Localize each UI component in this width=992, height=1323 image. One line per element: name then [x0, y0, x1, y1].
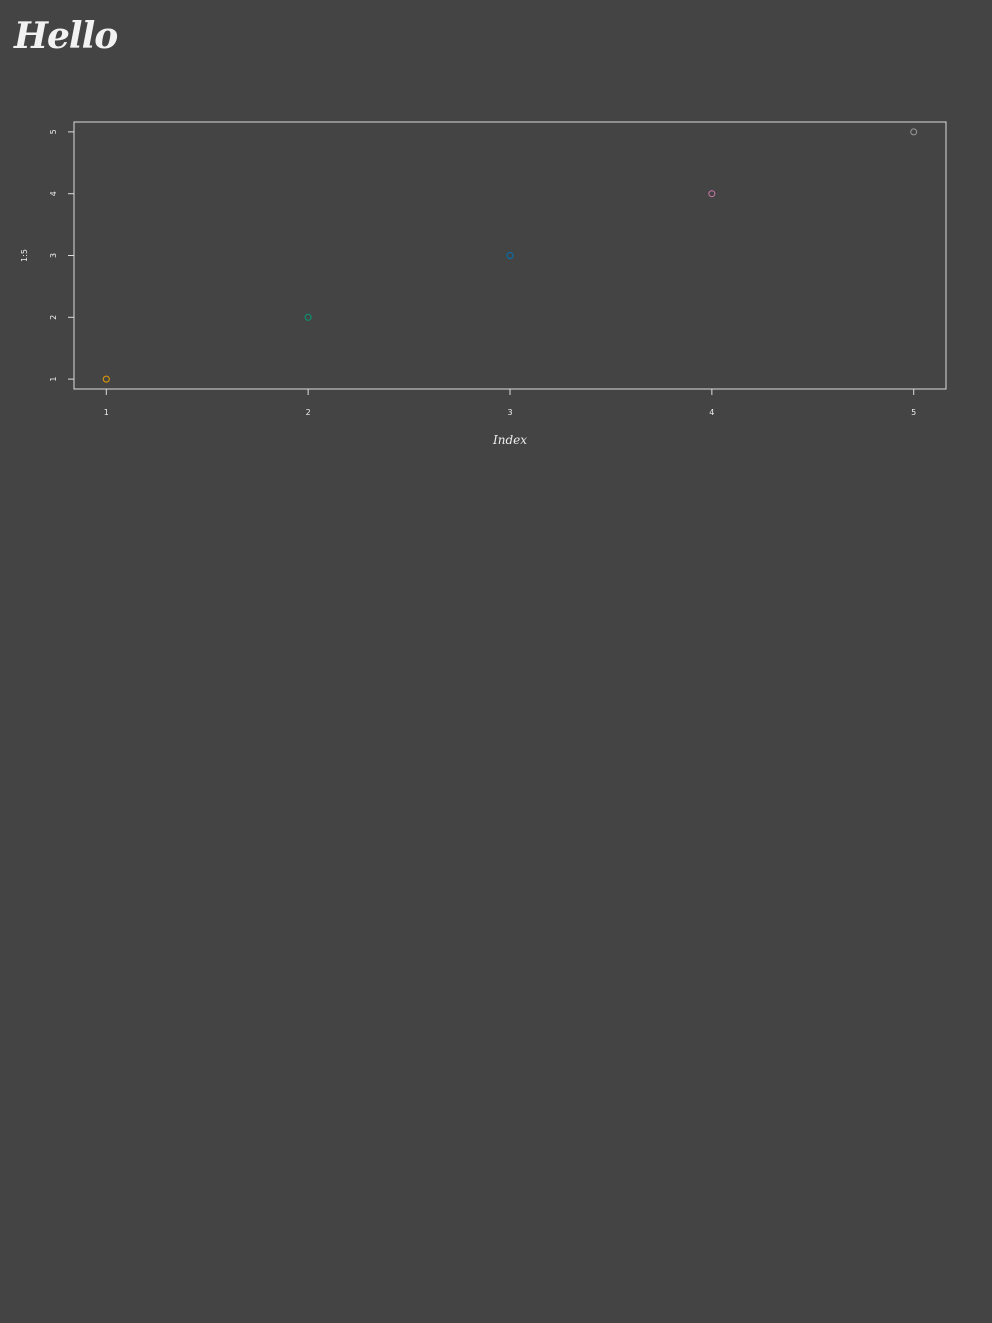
y-tick-label: 2 — [49, 315, 58, 320]
x-tick-label: 5 — [911, 408, 916, 417]
x-axis-title: Index — [492, 433, 527, 447]
x-tick-label: 4 — [709, 408, 714, 417]
y-tick-label: 3 — [49, 253, 58, 258]
data-point — [910, 128, 918, 136]
x-tick-label: 2 — [306, 408, 311, 417]
scatter-chart: 1 2 3 4 5 1 2 3 4 5 Index 1:5 — [20, 121, 947, 447]
y-axis-title: 1:5 — [20, 249, 29, 262]
y-tick-label: 4 — [49, 191, 58, 196]
y-tick-label: 1 — [49, 377, 58, 382]
y-axis: 1 2 3 4 5 — [49, 129, 74, 382]
data-points — [102, 128, 918, 383]
x-axis: 1 2 3 4 5 — [104, 389, 916, 417]
data-point — [708, 190, 716, 198]
x-tick-label: 3 — [507, 408, 512, 417]
y-tick-label: 5 — [49, 129, 58, 134]
plot-frame — [73, 121, 947, 390]
data-point — [506, 252, 514, 259]
data-point — [304, 313, 312, 321]
data-point — [102, 375, 110, 383]
x-tick-label: 1 — [104, 408, 109, 417]
page-title: Hello — [14, 15, 118, 57]
